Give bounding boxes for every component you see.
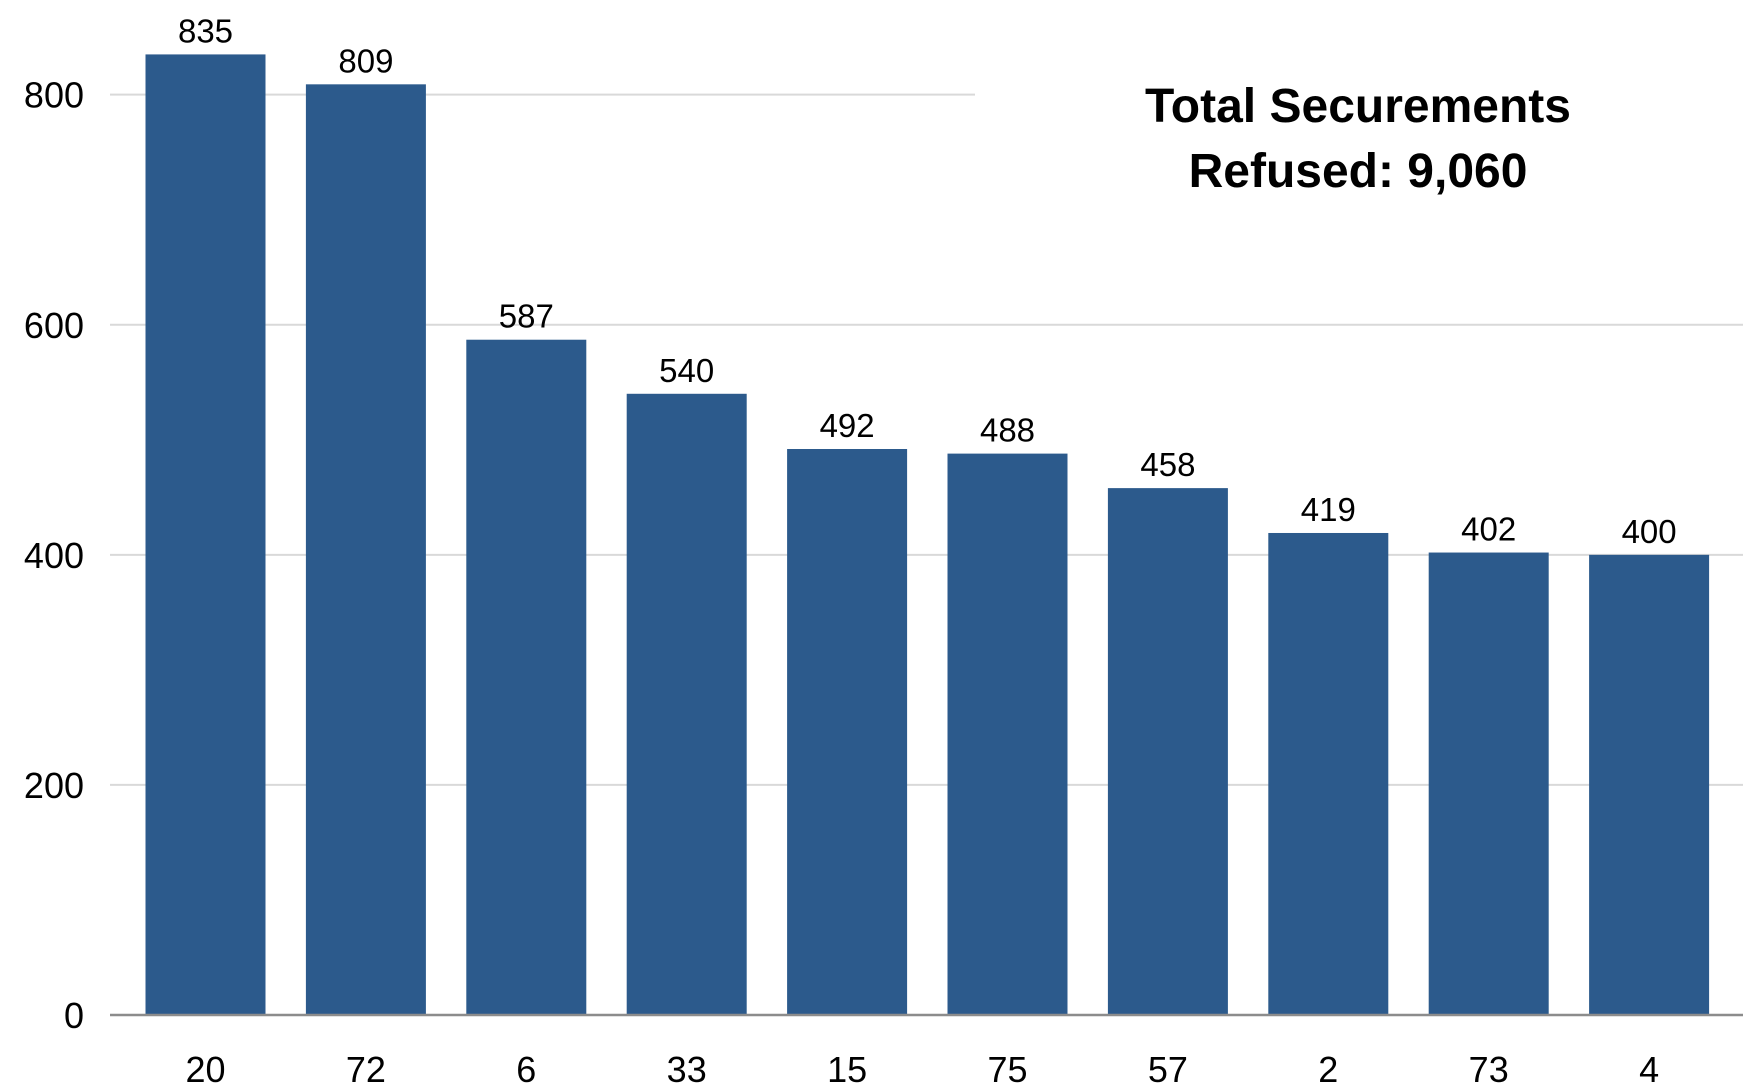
x-tick-label-33: 33 bbox=[667, 1049, 707, 1089]
x-axis-ticks: 20 72 6 33 15 75 57 2 73 4 bbox=[185, 1049, 1659, 1089]
data-label-2: 419 bbox=[1301, 491, 1356, 528]
bar-4 bbox=[1589, 554, 1710, 1015]
bar-75 bbox=[947, 453, 1068, 1015]
data-label-33: 540 bbox=[659, 352, 714, 389]
y-tick-label: 600 bbox=[24, 305, 84, 346]
x-tick-label-15: 15 bbox=[827, 1049, 867, 1089]
data-label-57: 458 bbox=[1140, 446, 1195, 483]
bar-15 bbox=[787, 449, 908, 1016]
data-label-4: 400 bbox=[1622, 513, 1677, 550]
data-label-15: 492 bbox=[820, 407, 875, 444]
data-label-20: 835 bbox=[178, 12, 233, 49]
bar-72 bbox=[305, 84, 426, 1015]
y-tick-label: 0 bbox=[64, 995, 84, 1036]
bar-6 bbox=[466, 339, 587, 1015]
bars bbox=[145, 54, 1710, 1016]
bar-73 bbox=[1428, 552, 1549, 1015]
data-label-75: 488 bbox=[980, 412, 1035, 449]
bar-33 bbox=[626, 393, 747, 1015]
bar-2 bbox=[1268, 532, 1389, 1015]
total-annotation-line2: Refused: 9,060 bbox=[1189, 145, 1528, 198]
x-tick-label-72: 72 bbox=[346, 1049, 386, 1089]
x-tick-label-57: 57 bbox=[1148, 1049, 1188, 1089]
bar-20 bbox=[145, 54, 266, 1015]
x-tick-label-2: 2 bbox=[1318, 1049, 1338, 1089]
y-tick-label: 200 bbox=[24, 765, 84, 806]
x-tick-label-20: 20 bbox=[185, 1049, 225, 1089]
data-label-73: 402 bbox=[1461, 511, 1516, 548]
total-annotation: Total Securements Refused: 9,060 bbox=[1145, 80, 1571, 198]
y-tick-label: 400 bbox=[24, 535, 84, 576]
data-label-6: 587 bbox=[499, 298, 554, 335]
x-tick-label-4: 4 bbox=[1639, 1049, 1659, 1089]
bar-57 bbox=[1107, 488, 1228, 1015]
data-label-72: 809 bbox=[338, 42, 393, 79]
total-annotation-line1: Total Securements bbox=[1145, 80, 1571, 133]
y-axis-ticks: 0 200 400 600 800 bbox=[24, 75, 84, 1036]
data-labels: 835 809 587 540 492 488 458 419 402 400 bbox=[178, 12, 1677, 549]
x-tick-label-6: 6 bbox=[516, 1049, 536, 1089]
x-tick-label-73: 73 bbox=[1469, 1049, 1509, 1089]
x-tick-label-75: 75 bbox=[987, 1049, 1027, 1089]
y-tick-label: 800 bbox=[24, 75, 84, 116]
